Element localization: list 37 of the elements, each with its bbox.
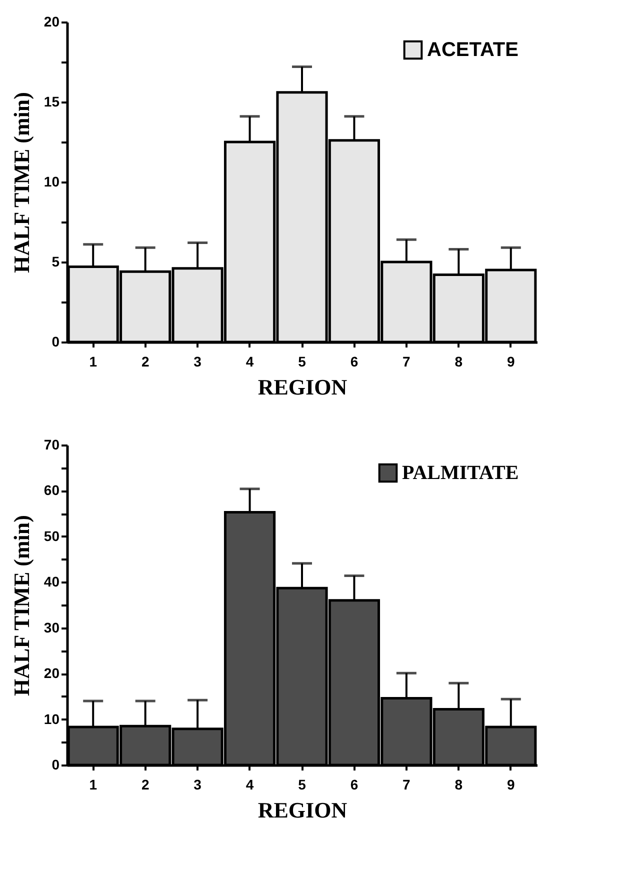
y-tick-label: 5 xyxy=(52,254,60,270)
x-tick-label: 5 xyxy=(298,354,306,370)
x-tick-label: 4 xyxy=(246,776,254,792)
x-tick-label: 2 xyxy=(141,354,150,370)
y-tick-label: 40 xyxy=(44,574,60,590)
x-tick-label: 7 xyxy=(402,354,411,370)
y-tick-label: 10 xyxy=(44,174,60,190)
y-tick-label: 15 xyxy=(44,94,60,110)
x-tick-label: 3 xyxy=(194,776,202,792)
y-tick-label: 10 xyxy=(44,710,60,727)
x-tick-label: 6 xyxy=(350,776,358,792)
x-tick-label: 7 xyxy=(402,776,411,792)
y-tick-label: 50 xyxy=(44,528,60,544)
x-tick-label: 9 xyxy=(506,354,515,370)
y-tick-label: 20 xyxy=(44,665,60,682)
x-tick-label: 8 xyxy=(454,776,463,792)
x-axis-title: REGION xyxy=(258,798,348,822)
x-tick-label: 4 xyxy=(246,354,254,370)
legend-label: ACETATE xyxy=(427,39,518,61)
x-tick-label: 6 xyxy=(350,354,358,370)
x-tick-label: 2 xyxy=(141,776,150,792)
y-tick-label: 0 xyxy=(52,756,60,772)
y-axis-title: HALF TIME (min) xyxy=(8,515,34,696)
legend-label: PALMITATE xyxy=(402,462,519,484)
y-tick-label: 0 xyxy=(52,334,60,350)
x-tick-label: 5 xyxy=(298,776,306,792)
x-tick-label: 1 xyxy=(89,776,98,792)
y-tick-label: 30 xyxy=(44,619,60,636)
x-tick-label: 8 xyxy=(454,354,463,370)
x-tick-label: 3 xyxy=(194,354,202,370)
y-tick-label: 70 xyxy=(44,436,60,452)
y-tick-label: 60 xyxy=(44,482,60,498)
x-axis-title: REGION xyxy=(258,374,348,400)
x-tick-label: 9 xyxy=(506,776,515,792)
x-tick-label: 1 xyxy=(89,354,98,370)
y-tick-label: 20 xyxy=(44,14,60,30)
y-axis-title: HALF TIME (min) xyxy=(8,92,34,273)
